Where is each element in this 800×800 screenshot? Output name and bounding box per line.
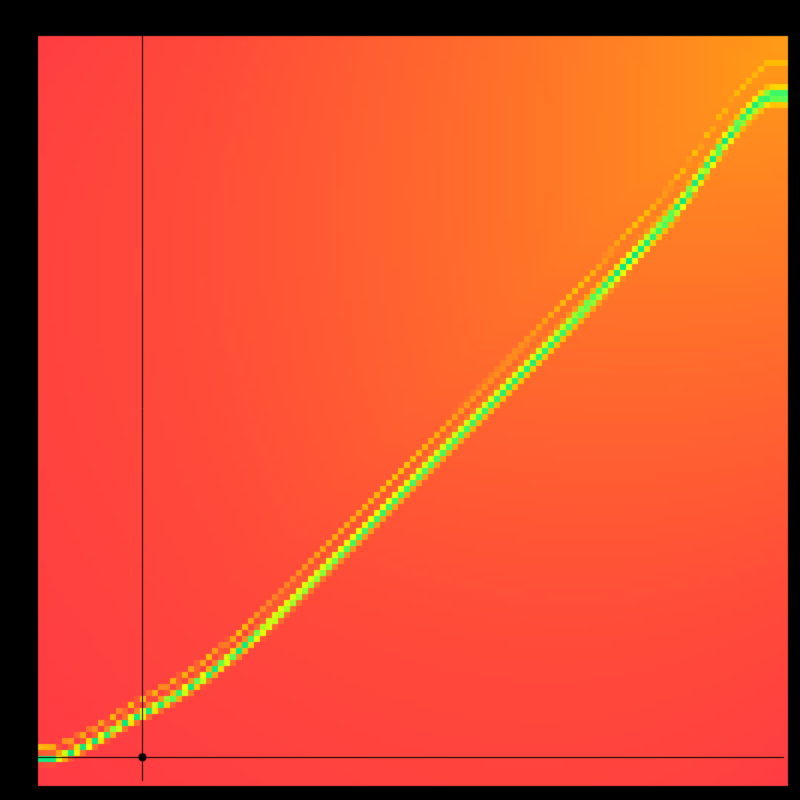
chart-container: TheBottleneck.com	[0, 0, 800, 800]
bottleneck-heatmap	[0, 0, 800, 800]
